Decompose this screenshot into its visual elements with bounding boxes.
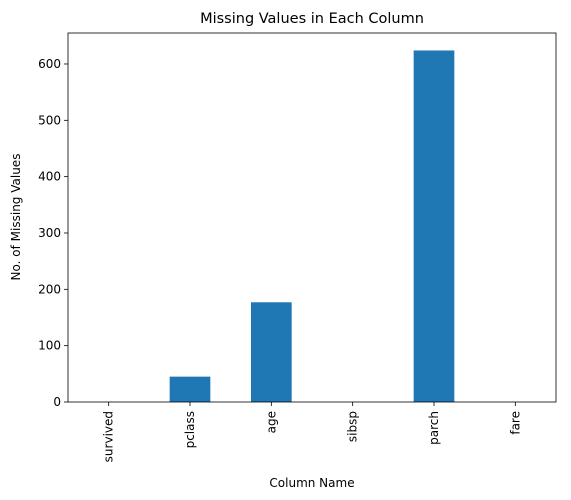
y-tick-label: 400: [38, 170, 61, 184]
y-axis-label: No. of Missing Values: [9, 154, 23, 281]
bar-pclass: [169, 376, 211, 402]
y-tick-label: 600: [38, 57, 61, 71]
y-axis: 0 100 200 300 400 500 600: [38, 57, 68, 409]
x-tick-label: fare: [508, 411, 522, 435]
bar-parch: [413, 50, 455, 403]
y-tick-label: 200: [38, 282, 61, 296]
y-tick-label: 0: [53, 395, 61, 409]
x-tick-label: pclass: [183, 411, 197, 448]
x-tick-label: age: [264, 411, 278, 433]
x-tick-label: parch: [427, 411, 441, 445]
x-tick-label: sibsp: [346, 411, 360, 442]
x-axis-label: Column Name: [269, 476, 354, 490]
x-tick-label: survived: [102, 411, 116, 462]
y-tick-label: 300: [38, 226, 61, 240]
y-tick-label: 500: [38, 113, 61, 127]
bar-age: [251, 302, 292, 402]
x-axis: survived pclass age sibsp parch fare: [102, 402, 522, 462]
y-tick-label: 100: [38, 339, 61, 353]
chart-title: Missing Values in Each Column: [200, 11, 424, 27]
plot-area: [169, 50, 455, 403]
plot-frame: [67, 32, 557, 403]
